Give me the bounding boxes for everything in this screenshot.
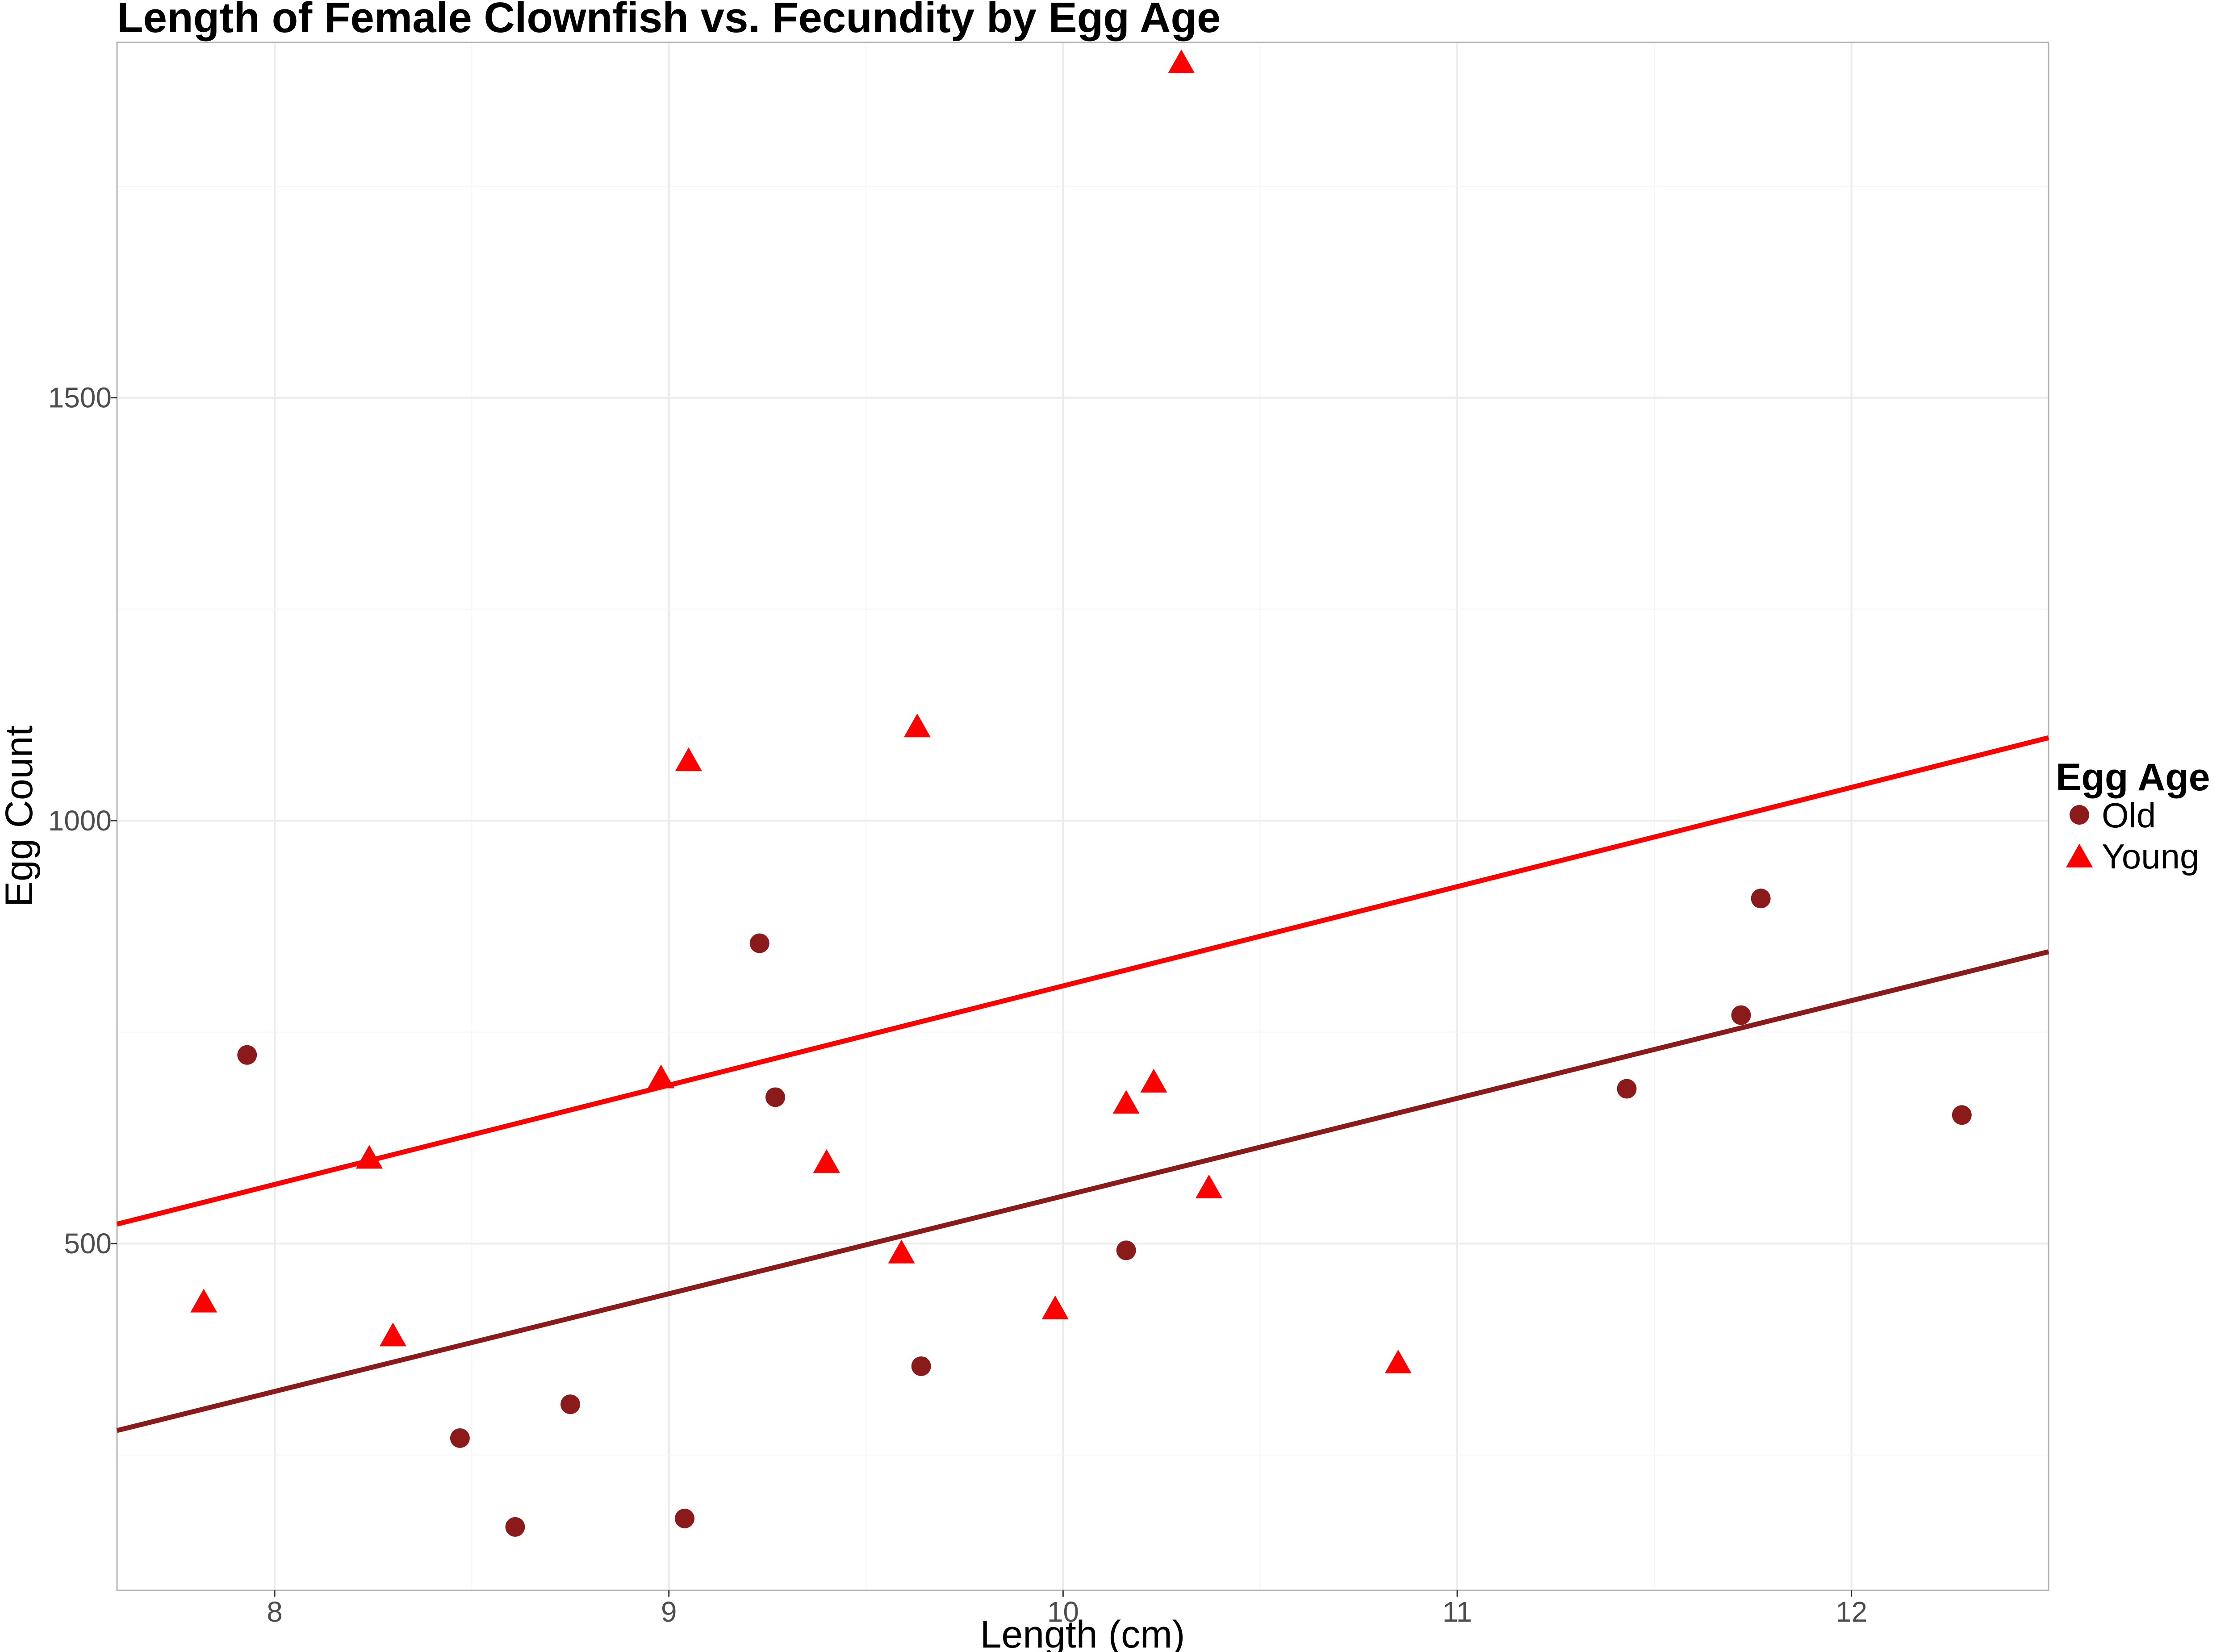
data-point-young (1112, 1090, 1140, 1114)
y-tick-label: 1000 (48, 805, 112, 837)
data-point-young (1384, 1349, 1412, 1373)
data-point-old (1751, 889, 1771, 909)
x-tick-label: 11 (1443, 1596, 1472, 1628)
data-point-young (903, 713, 931, 738)
data-point-old (911, 1356, 931, 1376)
data-point-young (813, 1149, 840, 1173)
data-point-young (648, 1064, 675, 1089)
data-point-young (190, 1289, 217, 1313)
y-axis-label: Egg Count (0, 726, 41, 907)
data-point-old (675, 1508, 695, 1528)
legend-title: Egg Age (2056, 756, 2210, 799)
data-point-young (1195, 1174, 1222, 1198)
data-point-old (560, 1394, 581, 1414)
chart-title: Length of Female Clownfish vs. Fecundity… (117, 0, 1221, 42)
data-point-young (888, 1239, 915, 1264)
trend-line-old (116, 949, 2049, 1433)
legend-label-old: Old (2102, 796, 2156, 835)
data-points (190, 49, 1972, 1537)
y-tick-label: 500 (64, 1227, 112, 1260)
data-point-old (1731, 1005, 1751, 1025)
legend-label-young: Young (2102, 837, 2199, 876)
x-tick-label: 12 (1836, 1596, 1867, 1628)
data-point-old (237, 1045, 257, 1065)
data-point-young (1168, 49, 1195, 73)
data-point-old (1952, 1105, 1972, 1125)
data-point-old (450, 1428, 470, 1448)
data-point-young (379, 1322, 406, 1347)
data-point-old (1617, 1079, 1637, 1099)
data-point-old (749, 933, 769, 953)
data-point-old (505, 1517, 525, 1537)
data-point-young (355, 1145, 383, 1169)
legend-key-young (2066, 843, 2093, 868)
axis-ticks: 8 9 10 11 12 500 1000 1500 (48, 382, 1868, 1628)
trend-line-young (116, 735, 2049, 1226)
x-tick-label: 8 (267, 1596, 283, 1628)
y-tick-label: 1500 (48, 382, 112, 414)
data-point-young (675, 747, 702, 771)
plot-panel-border (116, 42, 2049, 1591)
data-point-young (1041, 1295, 1069, 1319)
data-point-young (1140, 1068, 1167, 1093)
trend-lines (116, 735, 2049, 1433)
data-point-old (1116, 1240, 1136, 1260)
legend-key-old (2070, 805, 2089, 825)
x-axis-label: Length (cm) (980, 1613, 1185, 1652)
x-tick-label: 10 (1047, 1596, 1079, 1628)
x-tick-label: 9 (661, 1596, 677, 1628)
data-point-old (765, 1087, 786, 1107)
